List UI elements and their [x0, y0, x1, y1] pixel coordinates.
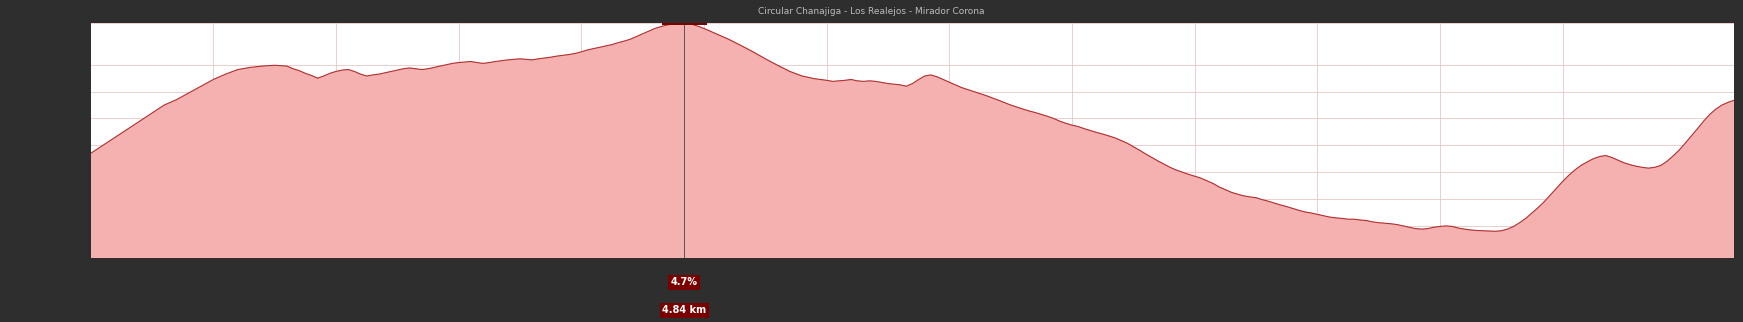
Text: 4.84 km: 4.84 km: [662, 305, 706, 316]
Text: 4.7%: 4.7%: [671, 277, 697, 287]
Text: 1256 m: 1256 m: [664, 12, 704, 22]
Text: Circular Chanajiga - Los Realejos - Mirador Corona: Circular Chanajiga - Los Realejos - Mira…: [758, 7, 985, 16]
